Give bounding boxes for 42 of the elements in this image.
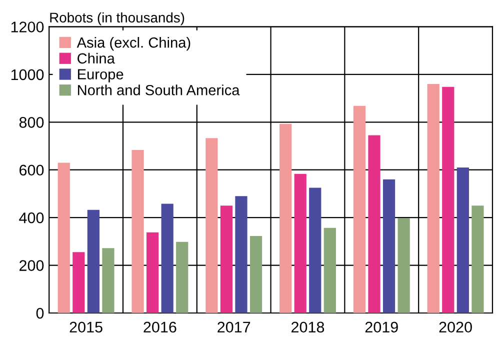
y-tick-label: 1200 — [11, 22, 44, 32]
bar — [132, 150, 144, 313]
bar — [87, 210, 100, 313]
bar — [353, 106, 366, 313]
bar — [72, 252, 85, 313]
legend-label: Asia (excl. China) — [76, 37, 190, 51]
y-tick-label: 1000 — [11, 69, 44, 80]
bar — [398, 218, 410, 313]
bar — [176, 242, 188, 313]
bar — [382, 179, 396, 313]
x-tick-label: 2017 — [218, 322, 250, 333]
bar — [235, 196, 248, 313]
y-tick-label: 600 — [20, 164, 44, 176]
bar — [442, 86, 454, 313]
y-axis-title: Robots (in thousands) — [50, 12, 184, 26]
bar — [368, 135, 380, 313]
bar — [146, 232, 159, 313]
x-tick-label: 2018 — [292, 322, 324, 333]
bar — [294, 174, 306, 313]
y-tick-label: 400 — [19, 212, 44, 224]
x-tick-label: 2016 — [144, 322, 176, 333]
x-tick-label: 2015 — [70, 322, 102, 333]
bar — [102, 248, 114, 313]
bar — [456, 167, 469, 313]
bar — [206, 138, 218, 313]
x-tick-label: 2020 — [439, 322, 472, 333]
legend-label: North and South America — [78, 84, 240, 96]
bar — [280, 124, 292, 313]
y-tick-label: 800 — [19, 117, 44, 128]
legend-label: Europe — [78, 69, 124, 82]
bar — [472, 206, 484, 313]
bar — [427, 84, 440, 313]
y-tick-label: 0 — [36, 308, 44, 319]
bar — [309, 188, 322, 313]
bar — [58, 162, 70, 313]
bar — [161, 204, 174, 313]
legend-label: China — [78, 52, 115, 64]
x-tick-label: 2019 — [365, 322, 398, 333]
bar — [220, 206, 233, 313]
bar — [324, 228, 336, 313]
bar — [250, 236, 262, 313]
y-tick-label: 200 — [20, 260, 44, 271]
